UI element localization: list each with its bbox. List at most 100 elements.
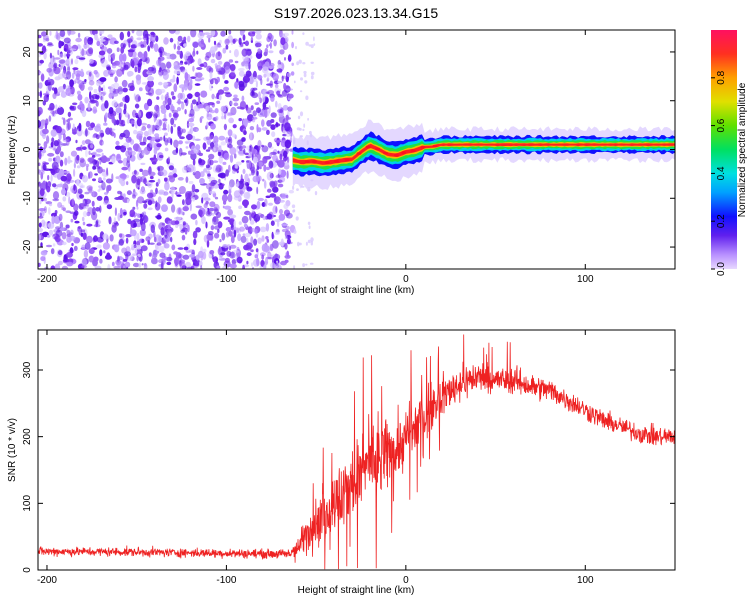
noise-blob <box>148 252 152 257</box>
noise-blob <box>244 173 249 182</box>
noise-blob <box>173 43 176 50</box>
noise-blob <box>65 252 73 258</box>
noise-blob <box>145 111 153 119</box>
noise-blob <box>170 105 175 112</box>
noise-blob <box>286 212 293 219</box>
noise-blob <box>109 40 112 44</box>
noise-blob <box>187 122 195 127</box>
noise-blob <box>150 136 156 142</box>
noise-blob <box>233 153 237 159</box>
y-tick-label: 0 <box>22 146 33 152</box>
noise-blob <box>126 147 132 151</box>
noise-blob <box>170 125 174 134</box>
tone-knot <box>393 153 399 157</box>
noise-blob <box>143 130 149 137</box>
noise-blob <box>175 190 178 196</box>
noise-blob <box>260 88 267 95</box>
noise-blob <box>262 109 270 118</box>
noise-blob <box>261 254 265 260</box>
noise-blob <box>203 234 209 243</box>
noise-blob <box>38 143 41 146</box>
spectrogram-y-ticks: -20 -10 0 10 20 <box>22 46 675 254</box>
noise-blob <box>154 133 160 138</box>
noise-blob <box>49 31 52 36</box>
noise-blob <box>71 72 75 79</box>
noise-blob <box>240 235 247 243</box>
noise-blob <box>136 37 142 41</box>
noise-blob <box>276 90 281 96</box>
noise-blob <box>181 234 186 241</box>
noise-blob <box>248 173 252 177</box>
noise-blob <box>132 109 137 118</box>
noise-blob <box>205 221 208 229</box>
noise-blob <box>97 157 102 161</box>
noise-blob <box>219 182 222 186</box>
noise-blob <box>185 176 189 183</box>
sparse-noise-blob <box>299 111 304 117</box>
noise-blob <box>164 51 167 55</box>
noise-blob <box>285 114 289 121</box>
noise-blob <box>215 257 218 265</box>
noise-blob <box>88 172 91 180</box>
noise-blob <box>206 239 210 248</box>
noise-blob <box>183 43 187 47</box>
noise-blob <box>183 99 188 103</box>
noise-blob <box>38 227 43 233</box>
noise-blob <box>270 243 274 251</box>
noise-blob <box>155 35 159 42</box>
noise-blob <box>214 142 218 148</box>
noise-blob <box>143 215 148 223</box>
noise-blob <box>254 229 258 234</box>
noise-blob <box>283 150 288 158</box>
noise-blob <box>184 228 188 235</box>
sparse-noise-blob <box>295 216 299 221</box>
noise-blob <box>105 178 113 184</box>
noise-blob <box>102 37 109 46</box>
noise-blob <box>127 49 135 53</box>
noise-blob <box>177 45 181 51</box>
noise-blob <box>200 265 203 269</box>
noise-blob <box>267 257 274 260</box>
noise-blob <box>170 117 175 126</box>
noise-blob <box>209 190 216 195</box>
noise-blob <box>97 165 101 169</box>
noise-blob <box>238 118 242 122</box>
noise-blob <box>264 198 268 207</box>
noise-blob <box>98 187 106 191</box>
noise-blob <box>253 213 261 222</box>
noise-blob <box>284 57 286 61</box>
noise-blob <box>135 222 142 228</box>
noise-blob <box>277 59 281 66</box>
noise-blob <box>150 31 155 36</box>
noise-blob <box>84 191 90 195</box>
snr-x-label: Height of straight line (km) <box>298 585 415 596</box>
noise-blob <box>279 153 283 161</box>
noise-blob <box>248 154 253 158</box>
noise-blob <box>59 53 64 58</box>
noise-blob <box>103 177 106 181</box>
noise-blob <box>175 147 179 154</box>
noise-blob <box>134 248 138 254</box>
noise-blob <box>171 95 176 100</box>
noise-blob <box>286 238 291 245</box>
noise-blob <box>80 184 85 189</box>
noise-blob <box>66 178 71 185</box>
noise-blob <box>182 221 186 226</box>
noise-blob <box>221 194 228 203</box>
noise-blob <box>126 198 130 204</box>
noise-blob <box>87 207 94 214</box>
noise-blob <box>291 62 295 66</box>
noise-blob <box>164 177 168 182</box>
noise-blob <box>38 234 42 241</box>
noise-blob <box>195 219 198 226</box>
noise-blob <box>205 201 209 205</box>
x-tick-label: 0 <box>403 575 409 586</box>
noise-blob <box>190 213 198 220</box>
noise-blob <box>123 64 129 71</box>
sparse-noise-blob <box>310 71 315 76</box>
noise-blob <box>38 222 42 228</box>
noise-blob <box>182 211 185 216</box>
noise-blob <box>291 41 294 49</box>
noise-blob <box>257 197 264 202</box>
noise-blob <box>236 170 239 174</box>
